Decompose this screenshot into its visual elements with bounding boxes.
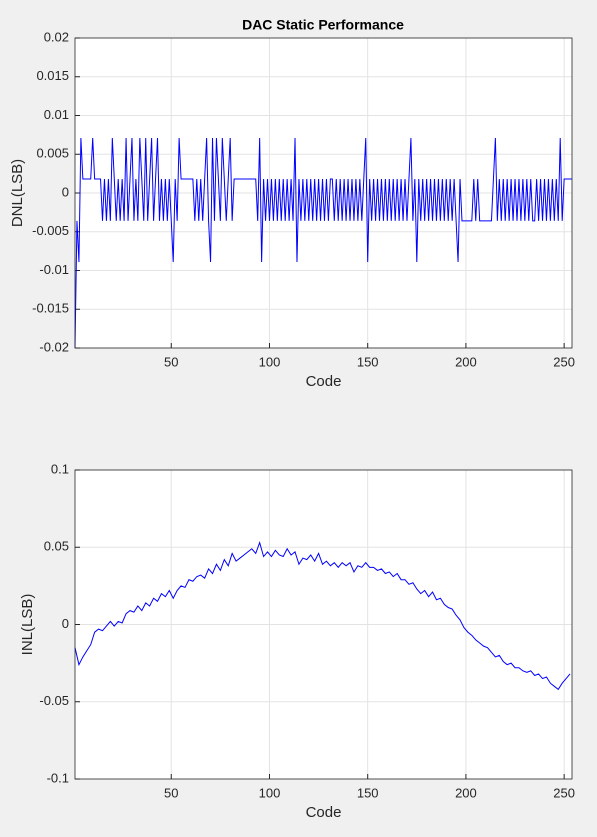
chart-title: DAC Static Performance [242, 17, 404, 33]
x-tick-label: 150 [357, 785, 379, 800]
y-tick-label: 0.1 [51, 461, 69, 476]
y-axis-label: INL(LSB) [19, 594, 36, 656]
data-line [74, 540, 571, 691]
y-tick-label: -0.05 [39, 693, 69, 708]
x-tick-label: 50 [164, 785, 178, 800]
y-tick-label: 0 [62, 616, 69, 631]
y-tick-label: -0.005 [32, 223, 69, 238]
y-tick-label: 0.02 [44, 29, 69, 44]
x-axis-label: Code [306, 373, 342, 390]
x-axis-label: Code [306, 804, 342, 821]
y-tick-label: 0.01 [44, 107, 69, 122]
y-tick-label: 0.005 [36, 146, 69, 161]
y-tick-label: -0.015 [32, 301, 69, 316]
axes-box [74, 469, 573, 780]
axes-box [74, 37, 573, 349]
y-tick-label: -0.01 [39, 262, 69, 277]
x-tick-label: 200 [455, 354, 477, 369]
y-axis-label: DNL(LSB) [9, 159, 26, 227]
x-tick-label: 50 [164, 354, 178, 369]
y-tick-label: -0.1 [47, 770, 69, 785]
x-tick-label: 100 [259, 354, 281, 369]
x-tick-label: 250 [553, 354, 575, 369]
y-tick-label: 0 [62, 184, 69, 199]
x-tick-label: 150 [357, 354, 379, 369]
y-tick-label: 0.05 [44, 539, 69, 554]
x-tick-label: 250 [553, 785, 575, 800]
data-line [74, 137, 572, 349]
y-tick-label: 0.015 [36, 68, 69, 83]
x-tick-label: 100 [259, 785, 281, 800]
y-tick-label: -0.02 [39, 339, 69, 354]
x-tick-label: 200 [455, 785, 477, 800]
